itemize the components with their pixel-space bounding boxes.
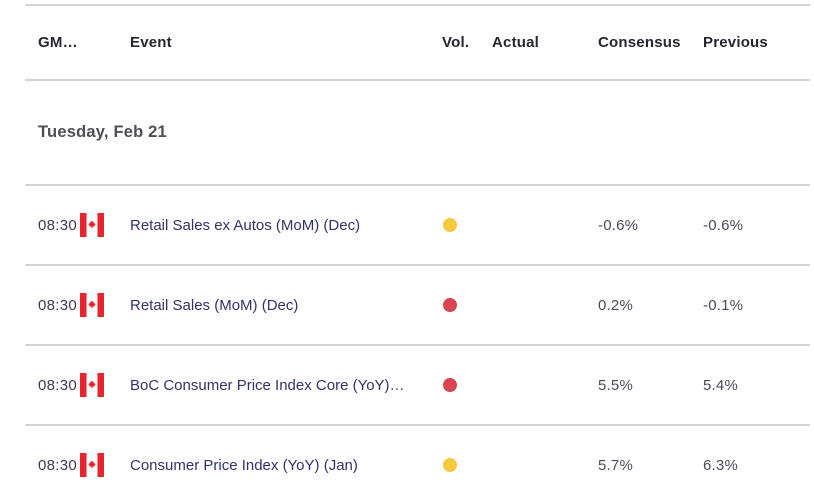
canada-flag-icon — [80, 453, 105, 477]
event-name[interactable]: Consumer Price Index (YoY) (Jan) — [130, 456, 358, 474]
table-header-row: GM… Event Vol. Actual Consensus Previous — [25, 6, 810, 81]
event-row[interactable]: 08:30 BoC Consumer Price Index Core (YoY… — [25, 346, 810, 426]
previous-value: 5.4% — [703, 376, 738, 394]
canada-flag-icon — [80, 213, 105, 237]
previous-value: -0.1% — [703, 296, 744, 314]
canada-flag-icon — [80, 293, 105, 317]
economic-calendar-table: GM… Event Vol. Actual Consensus Previous… — [25, 4, 810, 497]
consensus-value: 5.7% — [598, 456, 633, 474]
column-header-consensus: Consensus — [598, 34, 681, 51]
canada-flag-icon — [80, 373, 105, 397]
event-time: 08:30 — [38, 456, 78, 474]
column-header-actual: Actual — [492, 34, 540, 51]
event-row[interactable]: 08:30 Consumer Price Index (YoY) (Jan) 5… — [25, 426, 810, 497]
event-name[interactable]: Retail Sales ex Autos (MoM) (Dec) — [130, 216, 361, 234]
event-rows-container: 08:30 Retail Sales ex Autos (MoM) (Dec) … — [25, 186, 810, 497]
column-header-vol: Vol. — [442, 34, 470, 51]
previous-value: -0.6% — [703, 216, 744, 234]
event-row[interactable]: 08:30 Retail Sales (MoM) (Dec) 0.2% -0.1… — [25, 266, 810, 346]
column-header-event: Event — [130, 34, 172, 51]
event-name[interactable]: BoC Consumer Price Index Core (YoY)… — [130, 376, 405, 394]
event-time: 08:30 — [38, 216, 78, 234]
date-group-row: Tuesday, Feb 21 — [25, 81, 810, 186]
consensus-value: 0.2% — [598, 296, 633, 314]
volatility-dot — [443, 458, 457, 472]
previous-value: 6.3% — [703, 456, 738, 474]
column-header-gmt: GM… — [38, 34, 78, 51]
volatility-dot — [443, 378, 457, 392]
volatility-dot — [443, 298, 457, 312]
consensus-value: 5.5% — [598, 376, 633, 394]
event-name[interactable]: Retail Sales (MoM) (Dec) — [130, 296, 299, 314]
event-time: 08:30 — [38, 376, 78, 394]
volatility-dot — [443, 218, 457, 232]
consensus-value: -0.6% — [598, 216, 639, 234]
date-group-label: Tuesday, Feb 21 — [38, 123, 167, 141]
event-time: 08:30 — [38, 296, 78, 314]
event-row[interactable]: 08:30 Retail Sales ex Autos (MoM) (Dec) … — [25, 186, 810, 266]
column-header-previous: Previous — [703, 34, 768, 51]
